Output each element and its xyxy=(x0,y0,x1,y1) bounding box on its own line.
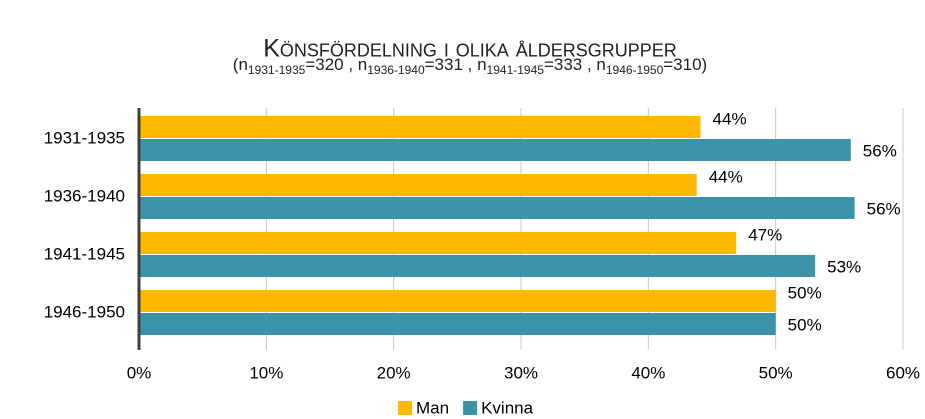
y-tick-label: 1931-1935 xyxy=(44,128,125,147)
chart-subtitle: (n1931-1935=320 , n1936-1940=331 , n1941… xyxy=(233,55,707,77)
bar xyxy=(139,232,737,254)
subtitle-text: (n xyxy=(233,55,248,74)
bar xyxy=(139,174,697,196)
x-tick-label: 50% xyxy=(759,363,793,382)
legend-swatch xyxy=(398,401,412,415)
bar xyxy=(139,313,776,335)
bar xyxy=(139,255,816,277)
bar xyxy=(139,290,776,312)
subtitle-subscript: 1936-1940 xyxy=(367,63,425,77)
data-label: 50% xyxy=(788,315,822,334)
data-label: 44% xyxy=(709,167,743,186)
x-tick-label: 20% xyxy=(377,363,411,382)
data-label: 56% xyxy=(867,199,901,218)
data-label: 53% xyxy=(827,257,861,276)
subtitle-subscript: 1941-1945 xyxy=(487,63,545,77)
data-label: 50% xyxy=(788,283,822,302)
subtitle-text: =310) xyxy=(663,55,707,74)
bar xyxy=(139,139,851,161)
data-label: 47% xyxy=(748,225,782,244)
y-tick-label: 1941-1945 xyxy=(44,244,125,263)
subtitle-subscript: 1946-1950 xyxy=(606,63,664,77)
x-tick-label: 30% xyxy=(504,363,538,382)
subtitle-text: =333 , n xyxy=(544,55,606,74)
subtitle-text: =320 , n xyxy=(305,55,367,74)
subtitle-text: =331 , n xyxy=(425,55,487,74)
legend-swatch xyxy=(463,401,478,415)
legend-label: Man xyxy=(416,398,449,417)
x-tick-label: 40% xyxy=(631,363,665,382)
chart-title: Könsfördelning i olika åldersgrupper xyxy=(263,35,677,63)
data-label: 44% xyxy=(713,109,747,128)
y-tick-label: 1946-1950 xyxy=(44,302,125,321)
data-label: 56% xyxy=(863,141,897,160)
bar xyxy=(139,116,701,138)
subtitle-subscript: 1931-1935 xyxy=(248,63,306,77)
x-tick-label: 60% xyxy=(886,363,920,382)
bar xyxy=(139,197,855,219)
x-tick-label: 10% xyxy=(249,363,283,382)
legend-label: Kvinna xyxy=(481,398,534,417)
y-tick-label: 1936-1940 xyxy=(44,186,125,205)
x-tick-label: 0% xyxy=(127,363,152,382)
